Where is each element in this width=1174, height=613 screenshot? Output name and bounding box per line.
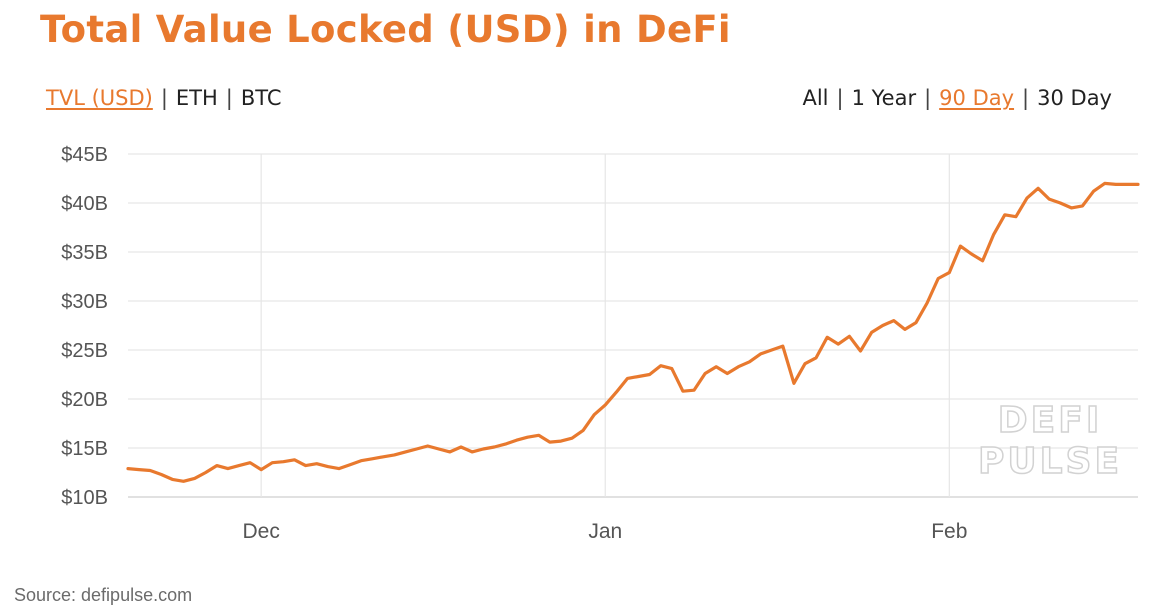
- range-option-30-day[interactable]: 30 Day: [1037, 86, 1112, 110]
- range-toggle: All | 1 Year | 90 Day | 30 Day: [802, 86, 1112, 110]
- tvl-line-chart: $10B $15B $20B $25B $30B $35B $40B $45B Dec Jan F…: [61, 144, 1140, 543]
- series: [126, 181, 1140, 483]
- y-tick-label: $15B: [61, 438, 108, 460]
- y-tick-label: $45B: [61, 144, 108, 166]
- chart-title: Total Value Locked (USD) in DeFi: [40, 8, 731, 51]
- x-tick-label: Jan: [588, 520, 622, 543]
- x-axis-ticks: Dec Jan Feb: [243, 520, 968, 543]
- separator: |: [924, 86, 932, 110]
- separator: |: [1022, 86, 1030, 110]
- y-tick-label: $30B: [61, 291, 108, 313]
- watermark-line-1: DEFI: [998, 400, 1102, 441]
- defi-pulse-watermark: DEFI PULSE: [977, 399, 1122, 483]
- source-note: Source: defipulse.com: [14, 585, 193, 605]
- separator: |: [836, 86, 844, 110]
- x-tick-label: Feb: [931, 520, 967, 543]
- y-axis-ticks: $10B $15B $20B $25B $30B $35B $40B $45B: [61, 144, 108, 509]
- metric-option-btc[interactable]: BTC: [240, 86, 282, 110]
- metric-option-tvl-usd[interactable]: TVL (USD): [46, 86, 153, 110]
- y-tick-label: $35B: [61, 242, 108, 264]
- range-option-1-year[interactable]: 1 Year: [851, 86, 917, 110]
- range-option-all[interactable]: All: [802, 86, 829, 110]
- separator: |: [160, 86, 168, 110]
- y-tick-label: $10B: [61, 487, 108, 509]
- y-tick-label: $40B: [61, 193, 108, 215]
- grid: [128, 153, 1138, 498]
- metric-toggle: TVL (USD) | ETH | BTC: [46, 86, 282, 110]
- x-tick-label: Dec: [243, 520, 280, 543]
- watermark-line-2: PULSE: [978, 441, 1122, 482]
- separator: |: [225, 86, 233, 110]
- tvl-series-line: [126, 181, 1140, 483]
- metric-option-eth[interactable]: ETH: [175, 86, 218, 110]
- range-option-90-day[interactable]: 90 Day: [939, 86, 1015, 110]
- y-tick-label: $20B: [61, 389, 108, 411]
- y-tick-label: $25B: [61, 340, 108, 362]
